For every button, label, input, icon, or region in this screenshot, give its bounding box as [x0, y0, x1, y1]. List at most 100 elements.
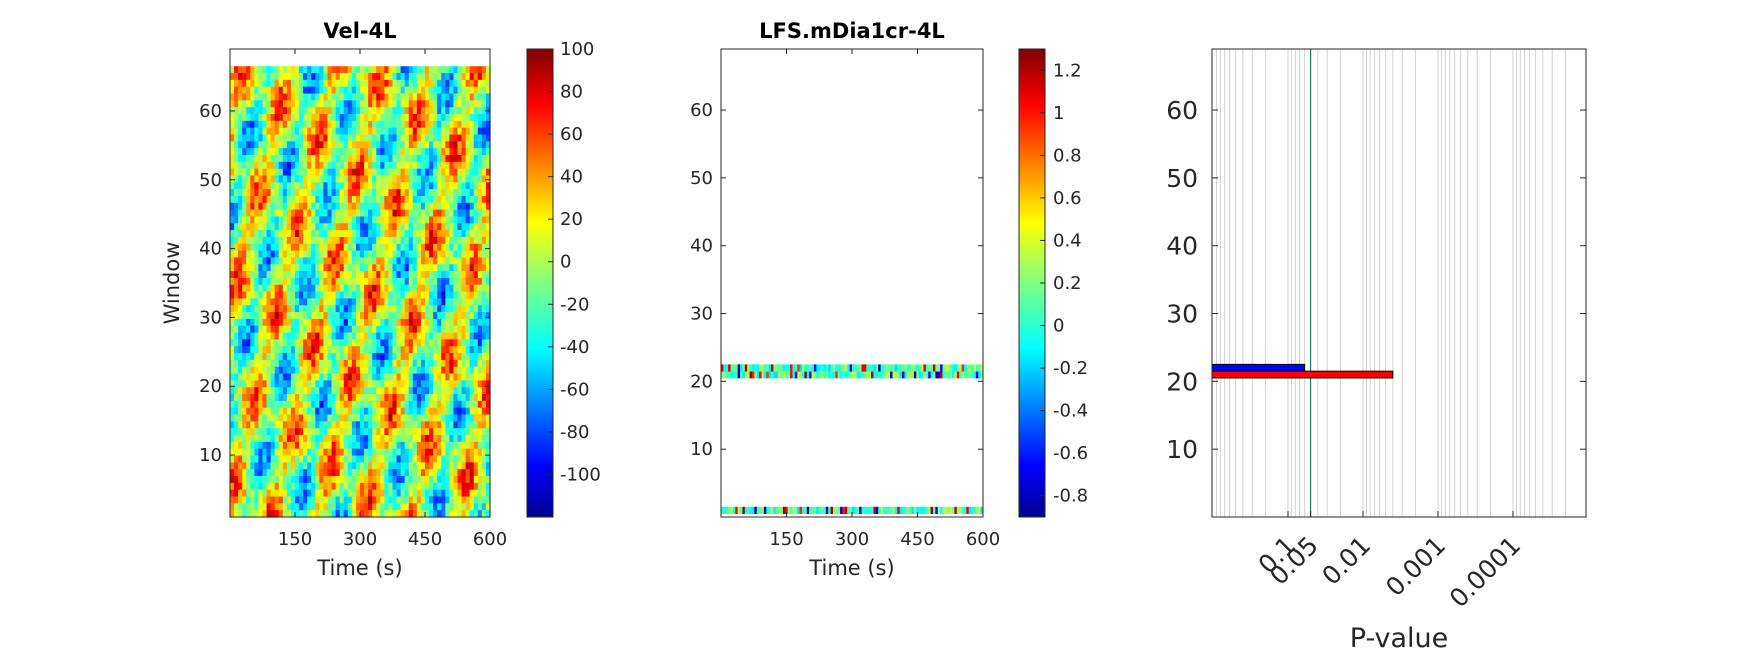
heat-cell	[286, 380, 292, 388]
heat-cell	[437, 305, 442, 313]
heat-cell	[246, 182, 251, 190]
heat-cell	[315, 448, 320, 457]
heat-cell	[396, 134, 402, 142]
heat-cell	[457, 209, 463, 218]
heat-cell	[408, 189, 414, 197]
heat-cell	[230, 482, 235, 491]
heat-cell	[331, 298, 337, 306]
heat-cell	[885, 364, 889, 372]
heat-cell	[429, 428, 434, 436]
heat-cell	[961, 506, 965, 515]
heat-cell	[742, 364, 746, 372]
heat-cell	[485, 223, 491, 231]
heat-cell	[347, 312, 353, 320]
colorbar-tick-label: 80	[560, 82, 583, 103]
heat-cell	[388, 189, 394, 197]
heat-cell	[339, 305, 345, 313]
heat-cell	[339, 86, 345, 95]
heat-cell	[266, 353, 272, 361]
heat-cell	[266, 359, 272, 368]
heat-cell	[481, 482, 487, 491]
heat-cell	[445, 195, 450, 204]
heat-cell	[388, 120, 394, 129]
heat-cell	[396, 421, 402, 429]
heat-cell	[250, 359, 255, 368]
heat-cell	[319, 305, 325, 313]
heat-cell	[437, 216, 442, 224]
heat-cell	[299, 73, 304, 81]
heat-cell	[380, 482, 385, 491]
heat-cell	[368, 332, 373, 341]
heat-cell	[453, 482, 459, 491]
heat-cell	[481, 100, 487, 108]
heat-cell	[254, 189, 260, 197]
heat-cell	[408, 107, 414, 115]
heat-cell	[270, 325, 276, 334]
heat-cell	[372, 332, 377, 341]
heat-cell	[404, 325, 410, 334]
heat-cell	[319, 428, 325, 436]
heat-cell	[930, 364, 934, 372]
heat-cell	[437, 100, 442, 108]
heat-cell	[347, 441, 353, 450]
heat-cell	[266, 107, 272, 115]
heat-cell	[311, 353, 316, 361]
heat-cell	[465, 66, 471, 74]
heat-cell	[392, 339, 398, 347]
heat-cell	[319, 435, 325, 443]
heat-cell	[473, 250, 479, 259]
heat-cell	[416, 73, 422, 81]
heat-cell	[238, 271, 243, 279]
heat-cell	[364, 100, 369, 108]
heat-cell	[254, 73, 260, 81]
heat-cell	[392, 202, 398, 211]
heat-cell	[469, 332, 475, 341]
heat-cell	[295, 175, 300, 183]
heat-cell	[335, 305, 341, 313]
heat-cell	[878, 506, 882, 515]
heat-cell	[262, 298, 268, 306]
heat-cell	[473, 202, 479, 211]
heat-cell	[266, 202, 272, 211]
heat-cell	[290, 182, 296, 190]
heat-cell	[355, 230, 361, 238]
heat-cell	[254, 510, 260, 518]
heat-cell	[368, 175, 373, 183]
heat-cell	[465, 291, 471, 300]
heat-cell	[335, 86, 341, 95]
heat-cell	[278, 243, 284, 252]
heat-cell	[465, 421, 471, 429]
heat-cell	[270, 168, 276, 177]
heat-cell	[469, 73, 475, 81]
heat-cell	[295, 161, 300, 170]
heat-cell	[303, 236, 308, 245]
heat-cell	[347, 366, 353, 375]
heat-cell	[469, 346, 475, 354]
heat-cell	[246, 318, 251, 327]
heat-cell	[420, 489, 426, 498]
heat-cell	[335, 291, 341, 300]
heat-cell	[809, 371, 813, 379]
heat-cell	[437, 148, 442, 156]
heat-cell	[368, 223, 373, 231]
heat-cell	[420, 243, 426, 252]
heat-cell	[266, 100, 272, 108]
heat-cell	[469, 339, 475, 347]
heat-cell	[457, 305, 463, 313]
heat-cell	[449, 503, 455, 511]
heat-cell	[400, 346, 406, 354]
heat-cell	[485, 380, 491, 388]
heat-cell	[295, 298, 300, 306]
heat-cell	[290, 79, 296, 88]
heat-cell	[453, 394, 459, 402]
heat-cell	[384, 175, 390, 183]
heat-cell	[384, 195, 390, 204]
heat-cell	[437, 421, 442, 429]
heat-cell	[266, 400, 272, 409]
heat-cell	[485, 435, 491, 443]
heat-cell	[433, 476, 438, 484]
heat-cell	[763, 364, 767, 372]
heat-cell	[282, 380, 288, 388]
heat-cell	[425, 421, 430, 429]
heat-cell	[295, 202, 300, 211]
